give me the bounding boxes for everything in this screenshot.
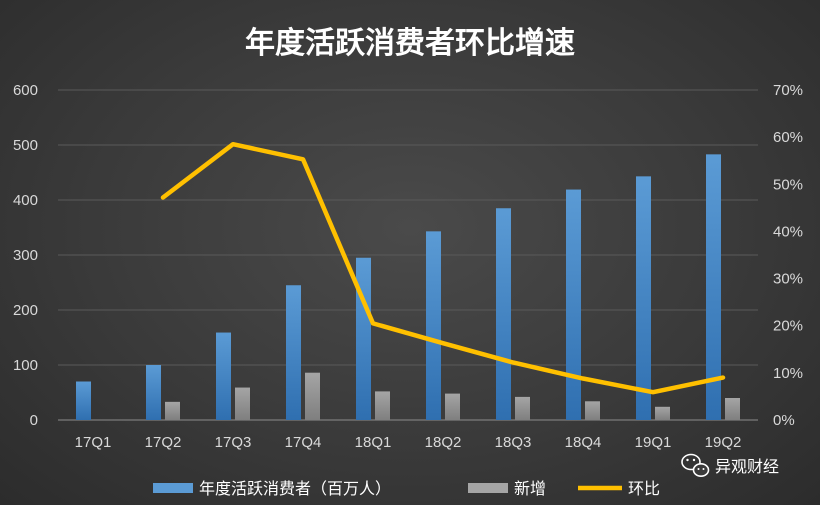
legend-label: 环比 [628, 479, 660, 498]
left-tick-label: 100 [13, 357, 38, 374]
right-tick-label: 70% [773, 82, 803, 99]
legend: 年度活跃消费者（百万人） 新增 环比 [153, 479, 660, 498]
bar-active-consumers [286, 285, 301, 420]
bars [76, 154, 740, 420]
bar-new-consumers [445, 393, 460, 420]
left-tick-label: 200 [13, 302, 38, 319]
bar-active-consumers [496, 208, 511, 420]
bar-new-consumers [725, 398, 740, 420]
bar-active-consumers [146, 365, 161, 420]
gridlines [58, 89, 758, 421]
watermark: 异观财经 [681, 453, 779, 477]
right-tick-label: 40% [773, 223, 803, 240]
bar-active-consumers [566, 189, 581, 420]
bar-new-consumers [655, 406, 670, 420]
x-tick-label: 19Q1 [635, 434, 672, 451]
bar-active-consumers [356, 257, 371, 420]
bar-active-consumers [216, 332, 231, 420]
left-tick-label: 400 [13, 192, 38, 209]
left-tick-label: 500 [13, 137, 38, 154]
bar-active-consumers [706, 154, 721, 420]
x-tick-label: 17Q4 [285, 434, 322, 451]
bar-active-consumers [76, 381, 91, 420]
x-tick-label: 17Q3 [215, 434, 252, 451]
right-tick-label: 0% [773, 412, 795, 429]
legend-label: 年度活跃消费者（百万人） [199, 479, 391, 498]
x-axis-ticks: 17Q1 17Q2 17Q3 17Q4 18Q1 18Q2 18Q3 18Q4 19Q1 19Q2 [75, 434, 742, 451]
left-tick-label: 0 [30, 412, 38, 429]
left-tick-label: 600 [13, 82, 38, 99]
chart-title: 年度活跃消费者环比增速 [245, 26, 575, 61]
right-tick-label: 20% [773, 318, 803, 335]
bar-active-consumers [636, 176, 651, 420]
bar-active-consumers [426, 231, 441, 420]
bar-new-consumers [235, 387, 250, 420]
x-tick-label: 17Q1 [75, 434, 112, 451]
x-tick-label: 19Q2 [705, 434, 742, 451]
bar-new-consumers [515, 396, 530, 420]
x-tick-label: 18Q1 [355, 434, 392, 451]
ratio-line [160, 141, 726, 395]
right-tick-label: 60% [773, 129, 803, 146]
right-tick-label: 10% [773, 365, 803, 382]
legend-swatch [468, 483, 508, 493]
legend-label: 新增 [514, 479, 546, 498]
right-axis-ticks: 0% 10% 20% 30% 40% 50% 60% 70% [773, 82, 803, 429]
bar-new-consumers [165, 401, 180, 420]
left-axis-ticks: 0 100 200 300 400 500 600 [13, 82, 38, 429]
left-tick-label: 300 [13, 247, 38, 264]
x-tick-label: 18Q2 [425, 434, 462, 451]
x-tick-label: 18Q4 [565, 434, 602, 451]
bar-new-consumers [305, 372, 320, 420]
x-tick-label: 18Q3 [495, 434, 532, 451]
right-tick-label: 50% [773, 176, 803, 193]
watermark-text: 异观财经 [715, 457, 779, 476]
bar-new-consumers [375, 391, 390, 420]
wechat-icon [681, 453, 710, 477]
bar-new-consumers [585, 401, 600, 420]
right-tick-label: 30% [773, 271, 803, 288]
x-tick-label: 17Q2 [145, 434, 182, 451]
legend-swatch [153, 483, 193, 493]
